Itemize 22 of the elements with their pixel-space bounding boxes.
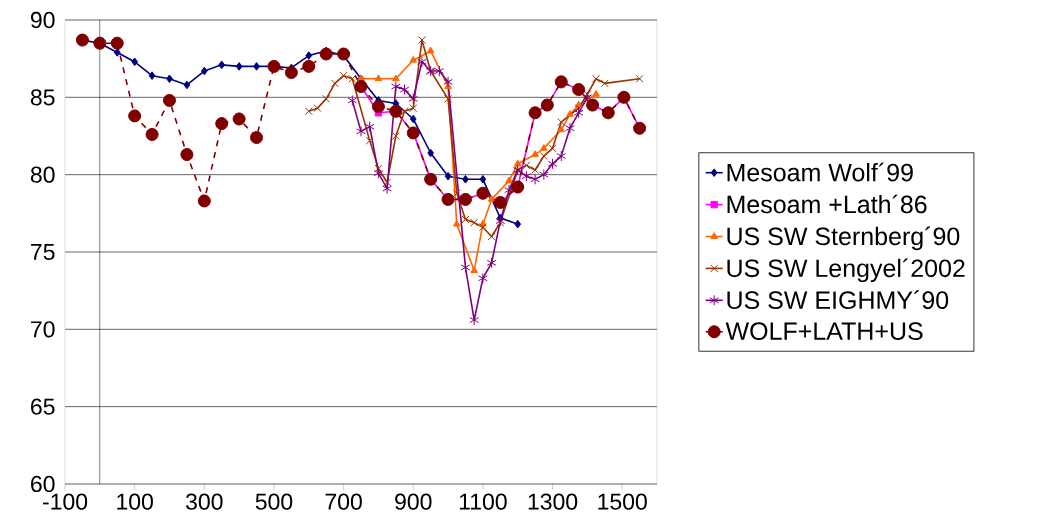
y-tick-label: 70: [31, 321, 55, 338]
x-tick-label: 300: [186, 493, 223, 510]
legend-label: US SW EIGHMY´90: [727, 290, 949, 310]
legend-label: Mesoam +Lath´86: [727, 194, 927, 214]
y-tick-label: 80: [30, 166, 55, 183]
legend-label: Mesoam Wolf´99: [727, 162, 913, 182]
x-tick-label: 500: [255, 493, 293, 510]
y-tick-label: 90: [30, 11, 55, 29]
y-tick-label: 65: [31, 398, 55, 415]
x-tick-label: 1500: [598, 493, 647, 510]
x-tick-label: 1100: [459, 493, 507, 510]
x-tick-label: 900: [395, 493, 432, 510]
y-tick-label: 75: [31, 243, 55, 261]
legend-label: WOLF+LATH+US: [725, 322, 923, 340]
x-tick-label: 100: [117, 493, 153, 510]
x-tick-label: 1300: [528, 493, 578, 510]
y-tick-label: 85: [30, 89, 55, 106]
x-tick-label: -100: [43, 493, 88, 510]
x-tick-label: 700: [325, 493, 362, 510]
y-tick-label: 60: [31, 475, 55, 493]
legend-label: US SW Lengyel´2002: [727, 258, 965, 283]
legend-label: US SW Sternberg´90: [727, 226, 960, 251]
